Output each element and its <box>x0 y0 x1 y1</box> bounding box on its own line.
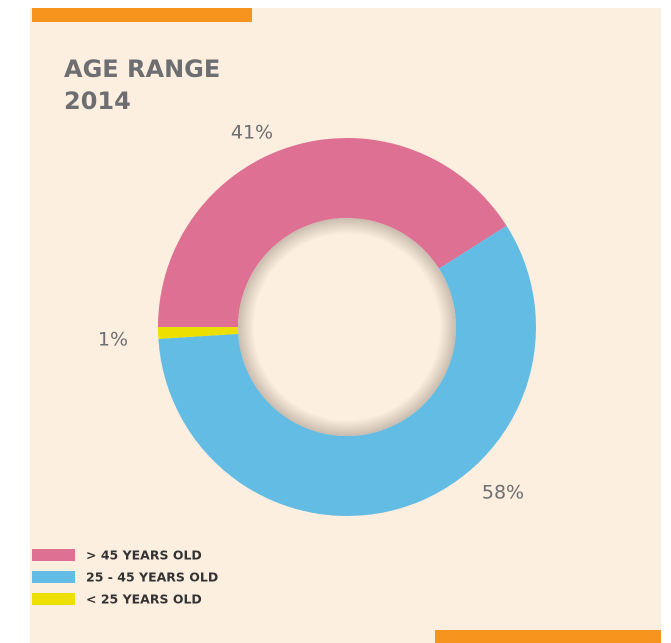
value-label: 58% <box>482 482 524 504</box>
legend-swatch <box>32 593 75 605</box>
slice <box>158 327 239 339</box>
donut-hole <box>238 218 456 436</box>
legend-label: < 25 YEARS OLD <box>86 592 202 607</box>
chart-title: AGE RANGE <box>64 55 220 83</box>
slice <box>158 225 536 516</box>
accent-bar <box>32 8 252 22</box>
accent-bar <box>435 630 661 643</box>
value-label: 41% <box>231 122 273 144</box>
legend-swatch <box>32 571 75 583</box>
value-label: 1% <box>98 329 128 351</box>
slice <box>158 137 507 327</box>
legend-swatch <box>32 549 75 561</box>
chart-subtitle: 2014 <box>64 87 131 115</box>
legend-label: 25 - 45 YEARS OLD <box>86 570 218 585</box>
legend-label: > 45 YEARS OLD <box>86 548 202 563</box>
